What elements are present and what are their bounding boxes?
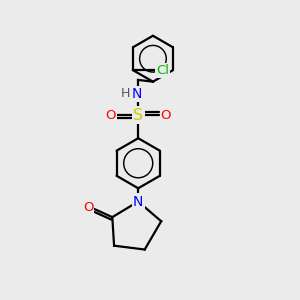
- Text: Cl: Cl: [156, 64, 169, 77]
- Text: N: N: [133, 194, 143, 208]
- Text: S: S: [133, 108, 143, 123]
- Text: O: O: [161, 109, 171, 122]
- Text: O: O: [105, 109, 116, 122]
- Text: O: O: [83, 201, 93, 214]
- Text: N: N: [132, 87, 142, 101]
- Text: H: H: [121, 87, 130, 100]
